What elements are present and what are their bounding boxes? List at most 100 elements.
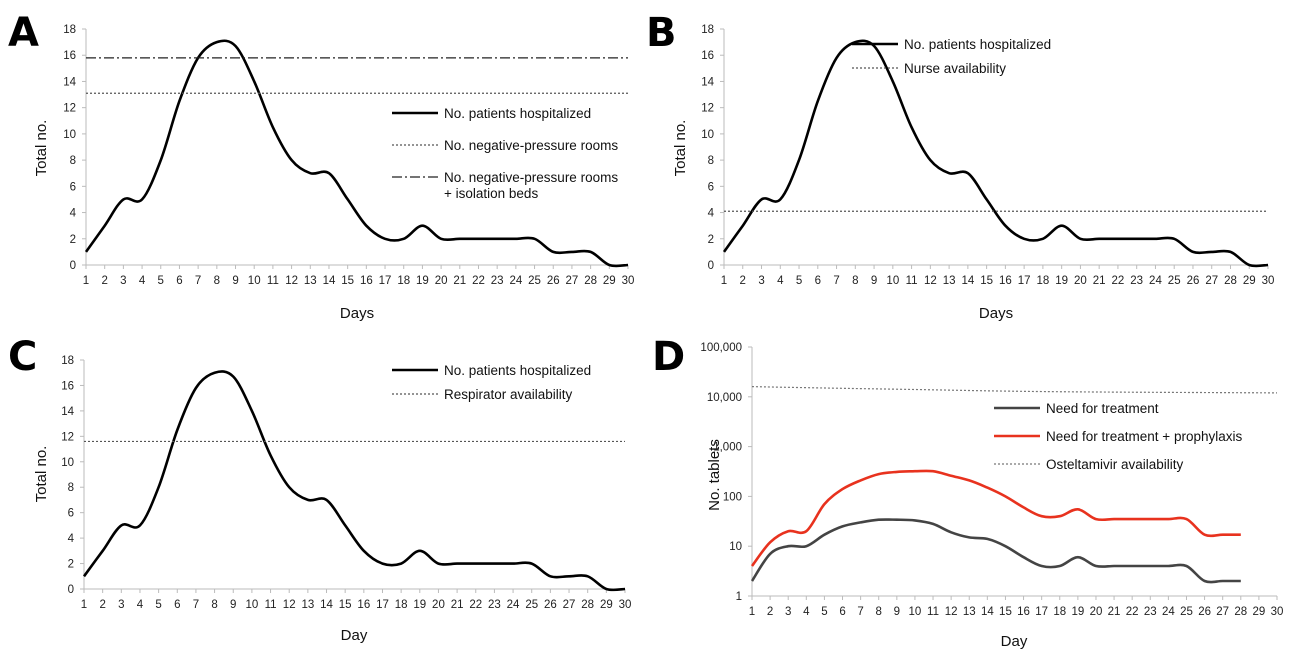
- panel-d: D No. tablets Day 1 10 100 1,000 10,000 100,0…: [652, 334, 1283, 650]
- x-tick-label-b: 8: [852, 275, 858, 287]
- x-tick-label-d: 19: [1071, 606, 1084, 618]
- x-tick-label-a: 20: [435, 275, 448, 287]
- x-tick-label-d: 21: [1108, 606, 1121, 618]
- x-tick-label-b: 3: [758, 275, 764, 287]
- x-axis-title-c: Day: [341, 627, 368, 644]
- x-tick-label-b: 24: [1149, 275, 1162, 287]
- x-tick-label-c: 7: [193, 599, 199, 611]
- x-tick-label-b: 21: [1093, 275, 1106, 287]
- panel-letter-c: C: [8, 334, 37, 380]
- x-tick-label-c: 10: [245, 599, 258, 611]
- x-tick-label-c: 16: [357, 599, 370, 611]
- y-tick-label-b: 0: [708, 260, 714, 272]
- y-tick-label-a: 12: [63, 103, 76, 115]
- x-tick-label-b: 4: [777, 275, 784, 287]
- y-tick-label-d: 10,000: [707, 392, 742, 404]
- x-tick-label-b: 15: [980, 275, 993, 287]
- x-tick-label-a: 22: [472, 275, 485, 287]
- x-tick-label-b: 17: [1018, 275, 1031, 287]
- series-line-d-0: [750, 518, 1241, 584]
- x-tick-label-d: 8: [876, 606, 882, 618]
- x-tick-label-c: 27: [563, 599, 576, 611]
- x-tick-label-b: 14: [961, 275, 974, 287]
- y-tick-label-c: 16: [61, 380, 74, 392]
- x-tick-label-b: 25: [1168, 275, 1181, 287]
- y-tick-label-b: 2: [708, 234, 714, 246]
- x-tick-label-a: 10: [248, 275, 261, 287]
- x-tick-label-d: 13: [963, 606, 976, 618]
- x-tick-label-a: 8: [214, 275, 220, 287]
- x-tick-label-d: 12: [945, 606, 958, 618]
- x-tick-label-b: 23: [1130, 275, 1143, 287]
- legend-label-c-0: No. patients hospitalized: [444, 363, 591, 378]
- panel-letter-a: A: [8, 10, 39, 56]
- y-tick-label-b: 4: [708, 208, 715, 220]
- x-tick-label-b: 12: [924, 275, 937, 287]
- x-axis-title-d: Day: [1001, 633, 1028, 650]
- x-tick-label-d: 20: [1090, 606, 1103, 618]
- y-tick-label-a: 10: [63, 129, 76, 141]
- y-tick-label-b: 14: [701, 76, 714, 88]
- x-tick-label-d: 3: [785, 606, 791, 618]
- x-tick-label-c: 30: [619, 599, 632, 611]
- x-tick-label-a: 21: [453, 275, 466, 287]
- x-tick-label-b: 20: [1074, 275, 1087, 287]
- y-tick-label-d: 100,000: [700, 342, 742, 354]
- y-axis-title-a: Total no.: [33, 120, 50, 177]
- x-tick-label-a: 19: [416, 275, 429, 287]
- x-tick-label-c: 2: [99, 599, 105, 611]
- x-axis-title-b: Days: [979, 305, 1013, 322]
- y-tick-label-a: 4: [70, 208, 77, 220]
- y-tick-label-a: 14: [63, 76, 76, 88]
- y-tick-label-c: 0: [68, 584, 74, 596]
- x-tick-label-d: 27: [1216, 606, 1229, 618]
- x-tick-label-a: 4: [139, 275, 146, 287]
- x-tick-label-d: 18: [1053, 606, 1066, 618]
- y-axis-title-d: No. tablets: [706, 439, 723, 511]
- x-tick-label-b: 29: [1243, 275, 1256, 287]
- x-tick-label-a: 2: [101, 275, 107, 287]
- x-tick-label-c: 9: [230, 599, 236, 611]
- x-tick-label-a: 5: [158, 275, 164, 287]
- x-tick-label-a: 17: [379, 275, 392, 287]
- x-tick-label-c: 5: [155, 599, 161, 611]
- x-tick-label-a: 9: [232, 275, 238, 287]
- x-tick-label-c: 29: [600, 599, 613, 611]
- x-tick-label-d: 11: [927, 606, 939, 618]
- x-tick-label-b: 18: [1036, 275, 1049, 287]
- x-tick-label-b: 5: [796, 275, 802, 287]
- x-tick-label-a: 7: [195, 275, 201, 287]
- legend-label-b-0: No. patients hospitalized: [904, 37, 1051, 52]
- panel-letter-d: D: [652, 334, 685, 380]
- y-tick-label-b: 6: [708, 181, 714, 193]
- x-tick-label-d: 30: [1271, 606, 1284, 618]
- y-tick-label-c: 10: [61, 457, 74, 469]
- x-tick-label-b: 13: [943, 275, 956, 287]
- x-tick-label-c: 22: [469, 599, 482, 611]
- legend-label-a-3: + isolation beds: [444, 186, 538, 201]
- y-tick-label-d: 1,000: [713, 442, 742, 454]
- x-axis-title-a: Days: [340, 305, 374, 322]
- series-line-a-0: [84, 39, 629, 268]
- y-tick-label-b: 16: [701, 50, 714, 62]
- legend-label-a-2: No. negative-pressure rooms: [444, 170, 618, 185]
- series-line-d-1: [750, 469, 1241, 567]
- x-tick-label-c: 6: [174, 599, 180, 611]
- legend-label-a-0: No. patients hospitalized: [444, 106, 591, 121]
- legend-label-a-1: No. negative-pressure rooms: [444, 138, 618, 153]
- y-tick-label-d: 10: [729, 541, 742, 553]
- panel-letter-b: B: [646, 10, 677, 56]
- y-tick-label-c: 4: [68, 533, 75, 545]
- x-tick-label-d: 26: [1198, 606, 1211, 618]
- x-tick-label-b: 10: [886, 275, 899, 287]
- y-tick-label-b: 12: [701, 103, 714, 115]
- x-tick-label-a: 13: [304, 275, 317, 287]
- x-tick-label-a: 6: [176, 275, 182, 287]
- y-tick-label-a: 6: [70, 181, 76, 193]
- series-line-c-0: [82, 370, 626, 592]
- y-tick-label-a: 2: [70, 234, 76, 246]
- y-tick-label-a: 16: [63, 50, 76, 62]
- y-tick-label-c: 6: [68, 508, 74, 520]
